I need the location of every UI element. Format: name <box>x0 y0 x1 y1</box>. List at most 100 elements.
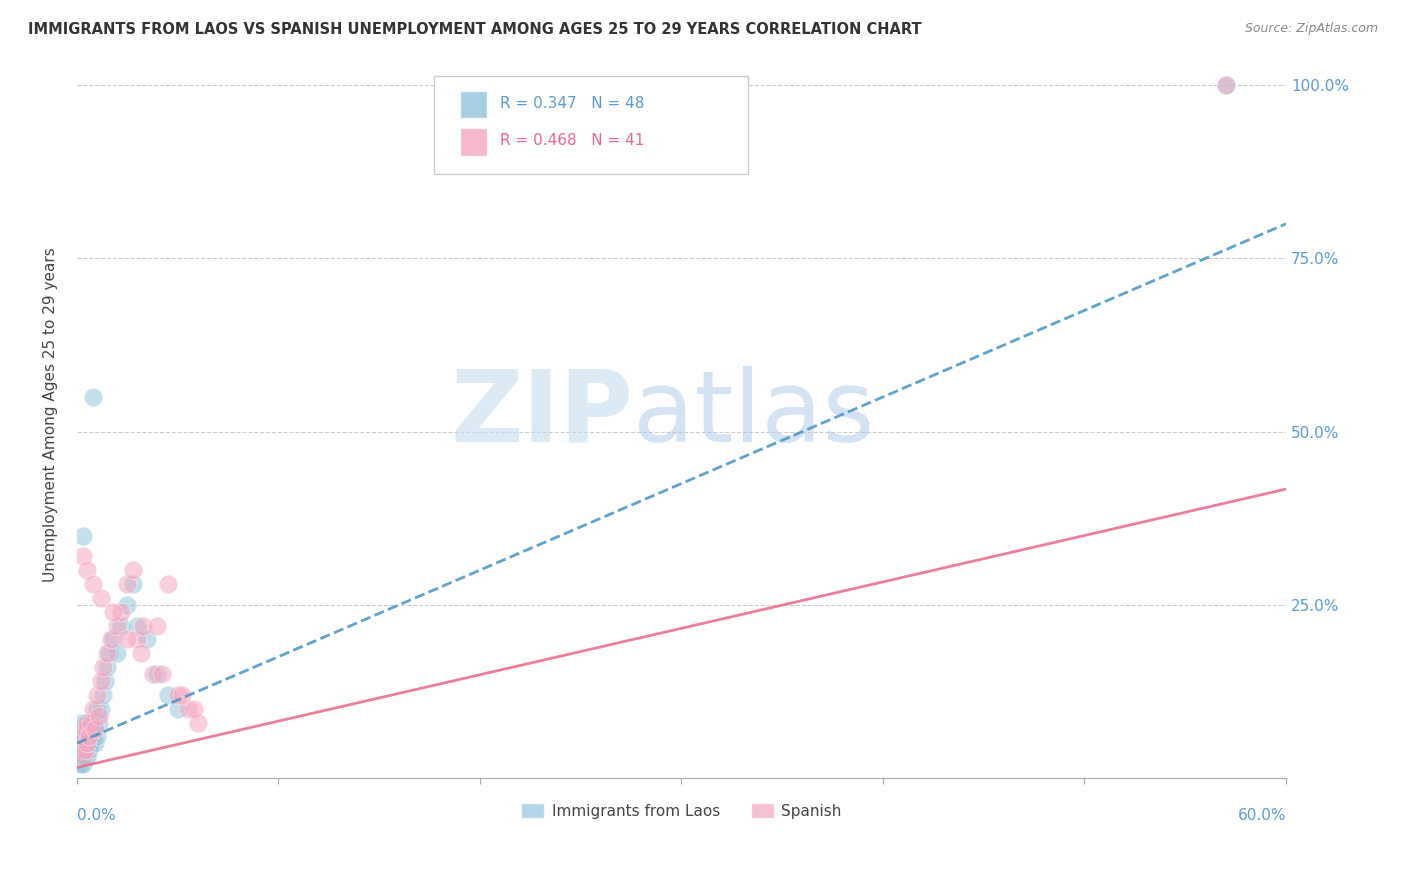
Point <box>156 688 179 702</box>
Point <box>77 730 100 744</box>
Point <box>86 688 108 702</box>
Point <box>73 750 96 764</box>
Point <box>77 743 100 757</box>
Point <box>1215 78 1237 93</box>
Point <box>76 563 98 577</box>
Point <box>70 750 93 764</box>
Point <box>72 736 94 750</box>
FancyBboxPatch shape <box>460 91 486 119</box>
Point <box>70 715 93 730</box>
Text: 60.0%: 60.0% <box>1237 808 1286 823</box>
Point <box>76 736 98 750</box>
Text: R = 0.347   N = 48: R = 0.347 N = 48 <box>501 96 644 112</box>
Point <box>110 605 132 619</box>
Point <box>84 736 107 750</box>
Point <box>150 667 173 681</box>
Point <box>82 730 104 744</box>
Point <box>87 715 110 730</box>
Point <box>98 646 121 660</box>
Point <box>76 736 98 750</box>
Point <box>166 688 188 702</box>
Point <box>105 646 128 660</box>
Point <box>96 660 118 674</box>
Point <box>73 715 96 730</box>
Point <box>146 667 169 681</box>
Point <box>72 528 94 542</box>
Point <box>73 743 96 757</box>
Point <box>82 715 104 730</box>
Point <box>105 618 128 632</box>
Point <box>96 646 118 660</box>
Point <box>80 715 103 730</box>
Point <box>127 618 149 632</box>
Point <box>1215 78 1237 93</box>
Point <box>187 715 209 730</box>
Text: R = 0.468   N = 41: R = 0.468 N = 41 <box>501 133 644 148</box>
Point <box>131 646 153 660</box>
Point <box>67 743 90 757</box>
Point <box>70 757 93 772</box>
Point <box>170 688 193 702</box>
Point <box>82 577 104 591</box>
Point <box>80 723 103 737</box>
Point <box>73 736 96 750</box>
Point <box>67 736 90 750</box>
Point <box>72 757 94 772</box>
Text: atlas: atlas <box>633 366 875 463</box>
Text: IMMIGRANTS FROM LAOS VS SPANISH UNEMPLOYMENT AMONG AGES 25 TO 29 YEARS CORRELATI: IMMIGRANTS FROM LAOS VS SPANISH UNEMPLOY… <box>28 22 922 37</box>
Point <box>183 701 205 715</box>
Point <box>90 591 112 605</box>
Point <box>72 549 94 564</box>
Point <box>117 577 139 591</box>
Point <box>100 632 122 647</box>
Point <box>127 632 149 647</box>
Point <box>84 723 107 737</box>
Point <box>146 618 169 632</box>
Point <box>156 577 179 591</box>
Point <box>101 605 124 619</box>
Point <box>122 563 145 577</box>
Point <box>77 730 100 744</box>
Point <box>70 736 93 750</box>
Point <box>87 708 110 723</box>
Point <box>72 750 94 764</box>
Point <box>72 730 94 744</box>
Point <box>122 577 145 591</box>
Y-axis label: Unemployment Among Ages 25 to 29 years: Unemployment Among Ages 25 to 29 years <box>44 247 58 582</box>
Point <box>80 736 103 750</box>
Point <box>76 715 98 730</box>
Point <box>86 730 108 744</box>
Point <box>90 673 112 688</box>
Point <box>101 632 124 647</box>
Point <box>73 723 96 737</box>
Point <box>76 723 98 737</box>
Point <box>94 673 117 688</box>
Point <box>132 618 155 632</box>
FancyBboxPatch shape <box>460 128 486 156</box>
Point <box>84 723 107 737</box>
Point <box>166 701 188 715</box>
Point <box>67 750 90 764</box>
Point <box>90 701 112 715</box>
Point <box>110 618 132 632</box>
Text: 0.0%: 0.0% <box>77 808 115 823</box>
FancyBboxPatch shape <box>433 76 748 174</box>
Point <box>67 743 90 757</box>
Text: ZIP: ZIP <box>450 366 633 463</box>
Point <box>76 750 98 764</box>
Text: Source: ZipAtlas.com: Source: ZipAtlas.com <box>1244 22 1378 36</box>
Point <box>91 688 114 702</box>
Point <box>72 723 94 737</box>
Point <box>117 598 139 612</box>
Point <box>82 701 104 715</box>
Point <box>70 730 93 744</box>
Point <box>117 632 139 647</box>
Legend: Immigrants from Laos, Spanish: Immigrants from Laos, Spanish <box>515 797 848 825</box>
Point <box>86 701 108 715</box>
Point <box>142 667 165 681</box>
Point <box>67 757 90 772</box>
Point <box>91 660 114 674</box>
Point <box>136 632 159 647</box>
Point <box>82 390 104 404</box>
Point <box>72 750 94 764</box>
